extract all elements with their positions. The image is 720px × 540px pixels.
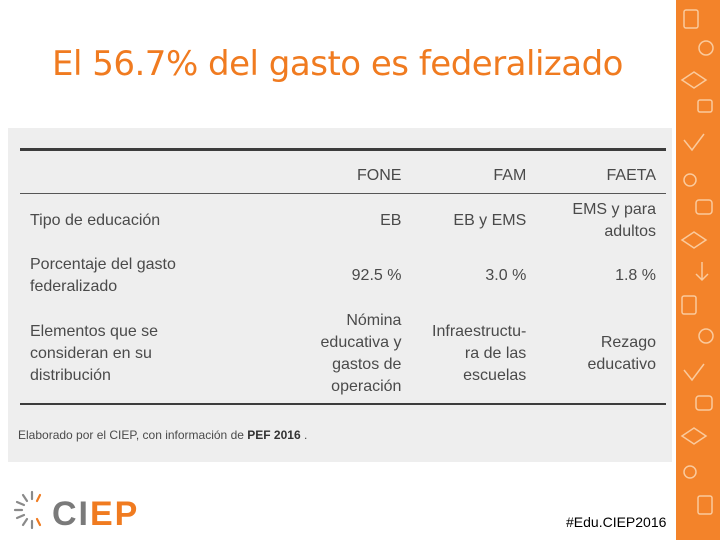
cell-fam: 3.0 %	[485, 267, 527, 284]
table-row: Tipo de educación EB EB y EMS EMS y para…	[20, 194, 666, 249]
row-label: Tipo de educación	[30, 212, 161, 229]
header-fam: FAM	[411, 149, 537, 194]
cell-fam: Infraestructu-ra de las escuelas	[432, 322, 527, 384]
header-empty	[20, 149, 308, 194]
cell-faeta: 1.8 %	[615, 267, 656, 284]
decorative-strip	[676, 0, 720, 540]
source-note: Elaborado por el CIEP, con información d…	[18, 428, 307, 442]
table-panel: FONE FAM FAETA Tipo de educación EB EB y…	[8, 128, 672, 462]
cell-fone: Nómina educativa y gastos de operación	[320, 311, 402, 395]
source-note-prefix: Elaborado por el CIEP, con información d…	[18, 428, 248, 442]
cell-fam: EB y EMS	[453, 212, 527, 229]
table-header-row: FONE FAM FAETA	[20, 149, 666, 194]
logo-text-ep: EP	[90, 495, 139, 532]
hashtag: #Edu.CIEP2016	[566, 514, 667, 530]
header-faeta: FAETA	[536, 149, 666, 194]
row-label: Porcentaje del gasto federalizado	[30, 256, 176, 295]
logo-text: CIEP	[52, 495, 139, 532]
logo-text-ci: CI	[52, 495, 90, 532]
slide-title: El 56.7% del gasto es federalizado	[52, 44, 623, 84]
federalized-spending-table: FONE FAM FAETA Tipo de educación EB EB y…	[20, 148, 666, 405]
cell-fone: EB	[380, 212, 402, 229]
ciep-logo: CIEP	[12, 488, 182, 533]
row-label: Elementos que se consideran en su distri…	[30, 322, 159, 384]
cell-fone: 92.5 %	[351, 267, 402, 284]
source-note-source: PEF 2016	[247, 428, 301, 442]
table-row: Elementos que se consideran en su distri…	[20, 304, 666, 404]
doodle-icons-pattern	[680, 9, 714, 515]
header-fone: FONE	[307, 149, 412, 194]
cell-faeta: EMS y para adultos	[572, 201, 656, 240]
cell-faeta: Rezago educativo	[587, 333, 657, 373]
source-note-suffix: .	[300, 428, 308, 442]
ciep-logo-icon: CIEP	[13, 490, 139, 533]
table-row: Porcentaje del gasto federalizado 92.5 %…	[20, 248, 666, 304]
